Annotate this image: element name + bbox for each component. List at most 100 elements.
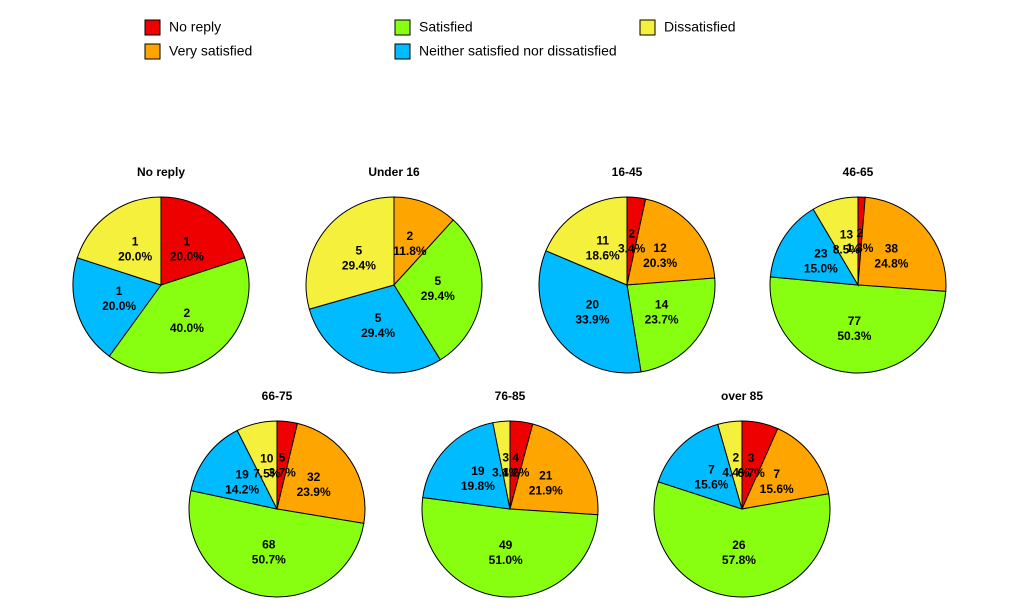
pie-title: 66-75 bbox=[262, 389, 293, 403]
percent-label: 15.6% bbox=[760, 482, 794, 496]
pie-title: 16-45 bbox=[612, 165, 643, 179]
value-label: 21 bbox=[539, 469, 553, 483]
pie-title: No reply bbox=[137, 165, 185, 179]
value-label: 3 bbox=[502, 450, 509, 464]
percent-label: 29.4% bbox=[342, 259, 376, 273]
legend-label: Dissatisfied bbox=[664, 19, 736, 35]
pie-slice bbox=[276, 422, 366, 524]
pie-slice bbox=[545, 196, 628, 286]
pie-slice bbox=[308, 284, 442, 374]
pie-slice bbox=[421, 496, 599, 598]
value-label: 7 bbox=[773, 467, 780, 481]
percent-label: 20.0% bbox=[102, 299, 136, 313]
value-label: 5 bbox=[356, 244, 363, 258]
percent-label: 3.4% bbox=[618, 241, 646, 255]
value-label: 26 bbox=[732, 538, 746, 552]
value-label: 2 bbox=[856, 226, 863, 240]
percent-label: 20.3% bbox=[643, 256, 677, 270]
value-label: 4 bbox=[512, 451, 519, 465]
percent-label: 40.0% bbox=[170, 321, 204, 335]
value-label: 12 bbox=[653, 241, 667, 255]
pie-slice bbox=[236, 420, 278, 510]
legend-swatch bbox=[394, 43, 411, 60]
percent-label: 29.4% bbox=[421, 289, 455, 303]
value-label: 19 bbox=[235, 467, 249, 481]
pie-title: Under 16 bbox=[368, 165, 420, 179]
percent-label: 1.3% bbox=[846, 241, 874, 255]
percent-label: 57.8% bbox=[722, 553, 756, 567]
pie-slice bbox=[626, 277, 716, 373]
pie-slice bbox=[538, 250, 642, 374]
pie-slice bbox=[422, 422, 511, 510]
pie-slice bbox=[769, 276, 947, 374]
value-label: 13 bbox=[840, 228, 854, 242]
value-label: 32 bbox=[307, 470, 321, 484]
value-label: 3 bbox=[748, 451, 755, 465]
percent-label: 3.7% bbox=[268, 465, 296, 479]
percent-label: 4.2% bbox=[502, 466, 530, 480]
percent-label: 21.9% bbox=[529, 484, 563, 498]
pie-slice bbox=[160, 196, 246, 286]
pie-slice bbox=[769, 208, 859, 286]
pie-slice bbox=[108, 257, 250, 374]
value-label: 5 bbox=[434, 274, 441, 288]
value-label: 7 bbox=[708, 463, 715, 477]
value-label: 49 bbox=[499, 538, 513, 552]
legend-label: Satisfied bbox=[419, 19, 473, 35]
pie-slice bbox=[393, 196, 454, 287]
value-label: 2 bbox=[184, 306, 191, 320]
percent-label: 24.8% bbox=[874, 257, 908, 271]
percent-label: 11.8% bbox=[393, 244, 427, 258]
value-label: 5 bbox=[375, 311, 382, 325]
percent-label: 29.4% bbox=[361, 326, 395, 340]
pie-slice bbox=[188, 489, 365, 598]
pie-slice bbox=[492, 420, 511, 510]
percent-label: 51.0% bbox=[489, 553, 523, 567]
percent-label: 15.0% bbox=[804, 262, 838, 276]
value-label: 23 bbox=[814, 247, 828, 261]
percent-label: 14.2% bbox=[225, 482, 259, 496]
value-label: 68 bbox=[262, 537, 276, 551]
pie-slice bbox=[190, 429, 278, 510]
value-label: 19 bbox=[471, 464, 485, 478]
value-label: 2 bbox=[733, 451, 740, 465]
pie-slice bbox=[393, 219, 483, 361]
legend-label: Very satisfied bbox=[169, 43, 252, 59]
legend-swatch bbox=[639, 19, 656, 36]
pie-slice bbox=[717, 420, 743, 510]
pie-slice bbox=[509, 423, 599, 516]
percent-label: 18.6% bbox=[586, 249, 620, 263]
pie-title: over 85 bbox=[721, 389, 763, 403]
value-label: 1 bbox=[184, 235, 191, 249]
legend-swatch bbox=[144, 19, 161, 36]
percent-label: 23.9% bbox=[297, 485, 331, 499]
percent-label: 3.1% bbox=[492, 465, 520, 479]
percent-label: 50.7% bbox=[252, 552, 286, 566]
value-label: 77 bbox=[848, 314, 862, 328]
legend-swatch bbox=[144, 43, 161, 60]
percent-label: 19.8% bbox=[461, 479, 495, 493]
value-label: 1 bbox=[116, 284, 123, 298]
percent-label: 23.7% bbox=[645, 312, 679, 326]
pie-slice bbox=[741, 427, 830, 510]
percent-label: 7.5% bbox=[253, 466, 281, 480]
percent-label: 4.4% bbox=[722, 466, 750, 480]
percent-label: 8.5% bbox=[833, 243, 861, 257]
value-label: 38 bbox=[885, 242, 899, 256]
pie-slice bbox=[72, 257, 162, 357]
pie-slice bbox=[857, 196, 947, 292]
legend-label: No reply bbox=[169, 19, 221, 35]
value-label: 20 bbox=[586, 297, 600, 311]
value-label: 1 bbox=[132, 235, 139, 249]
percent-label: 6.7% bbox=[737, 466, 765, 480]
value-label: 2 bbox=[407, 229, 414, 243]
value-label: 11 bbox=[596, 234, 609, 248]
legend-swatch bbox=[394, 19, 411, 36]
percent-label: 33.9% bbox=[575, 312, 609, 326]
percent-label: 20.0% bbox=[170, 250, 204, 264]
percent-label: 15.6% bbox=[694, 478, 728, 492]
pie-slice bbox=[657, 423, 743, 510]
pie-slice bbox=[305, 196, 395, 310]
